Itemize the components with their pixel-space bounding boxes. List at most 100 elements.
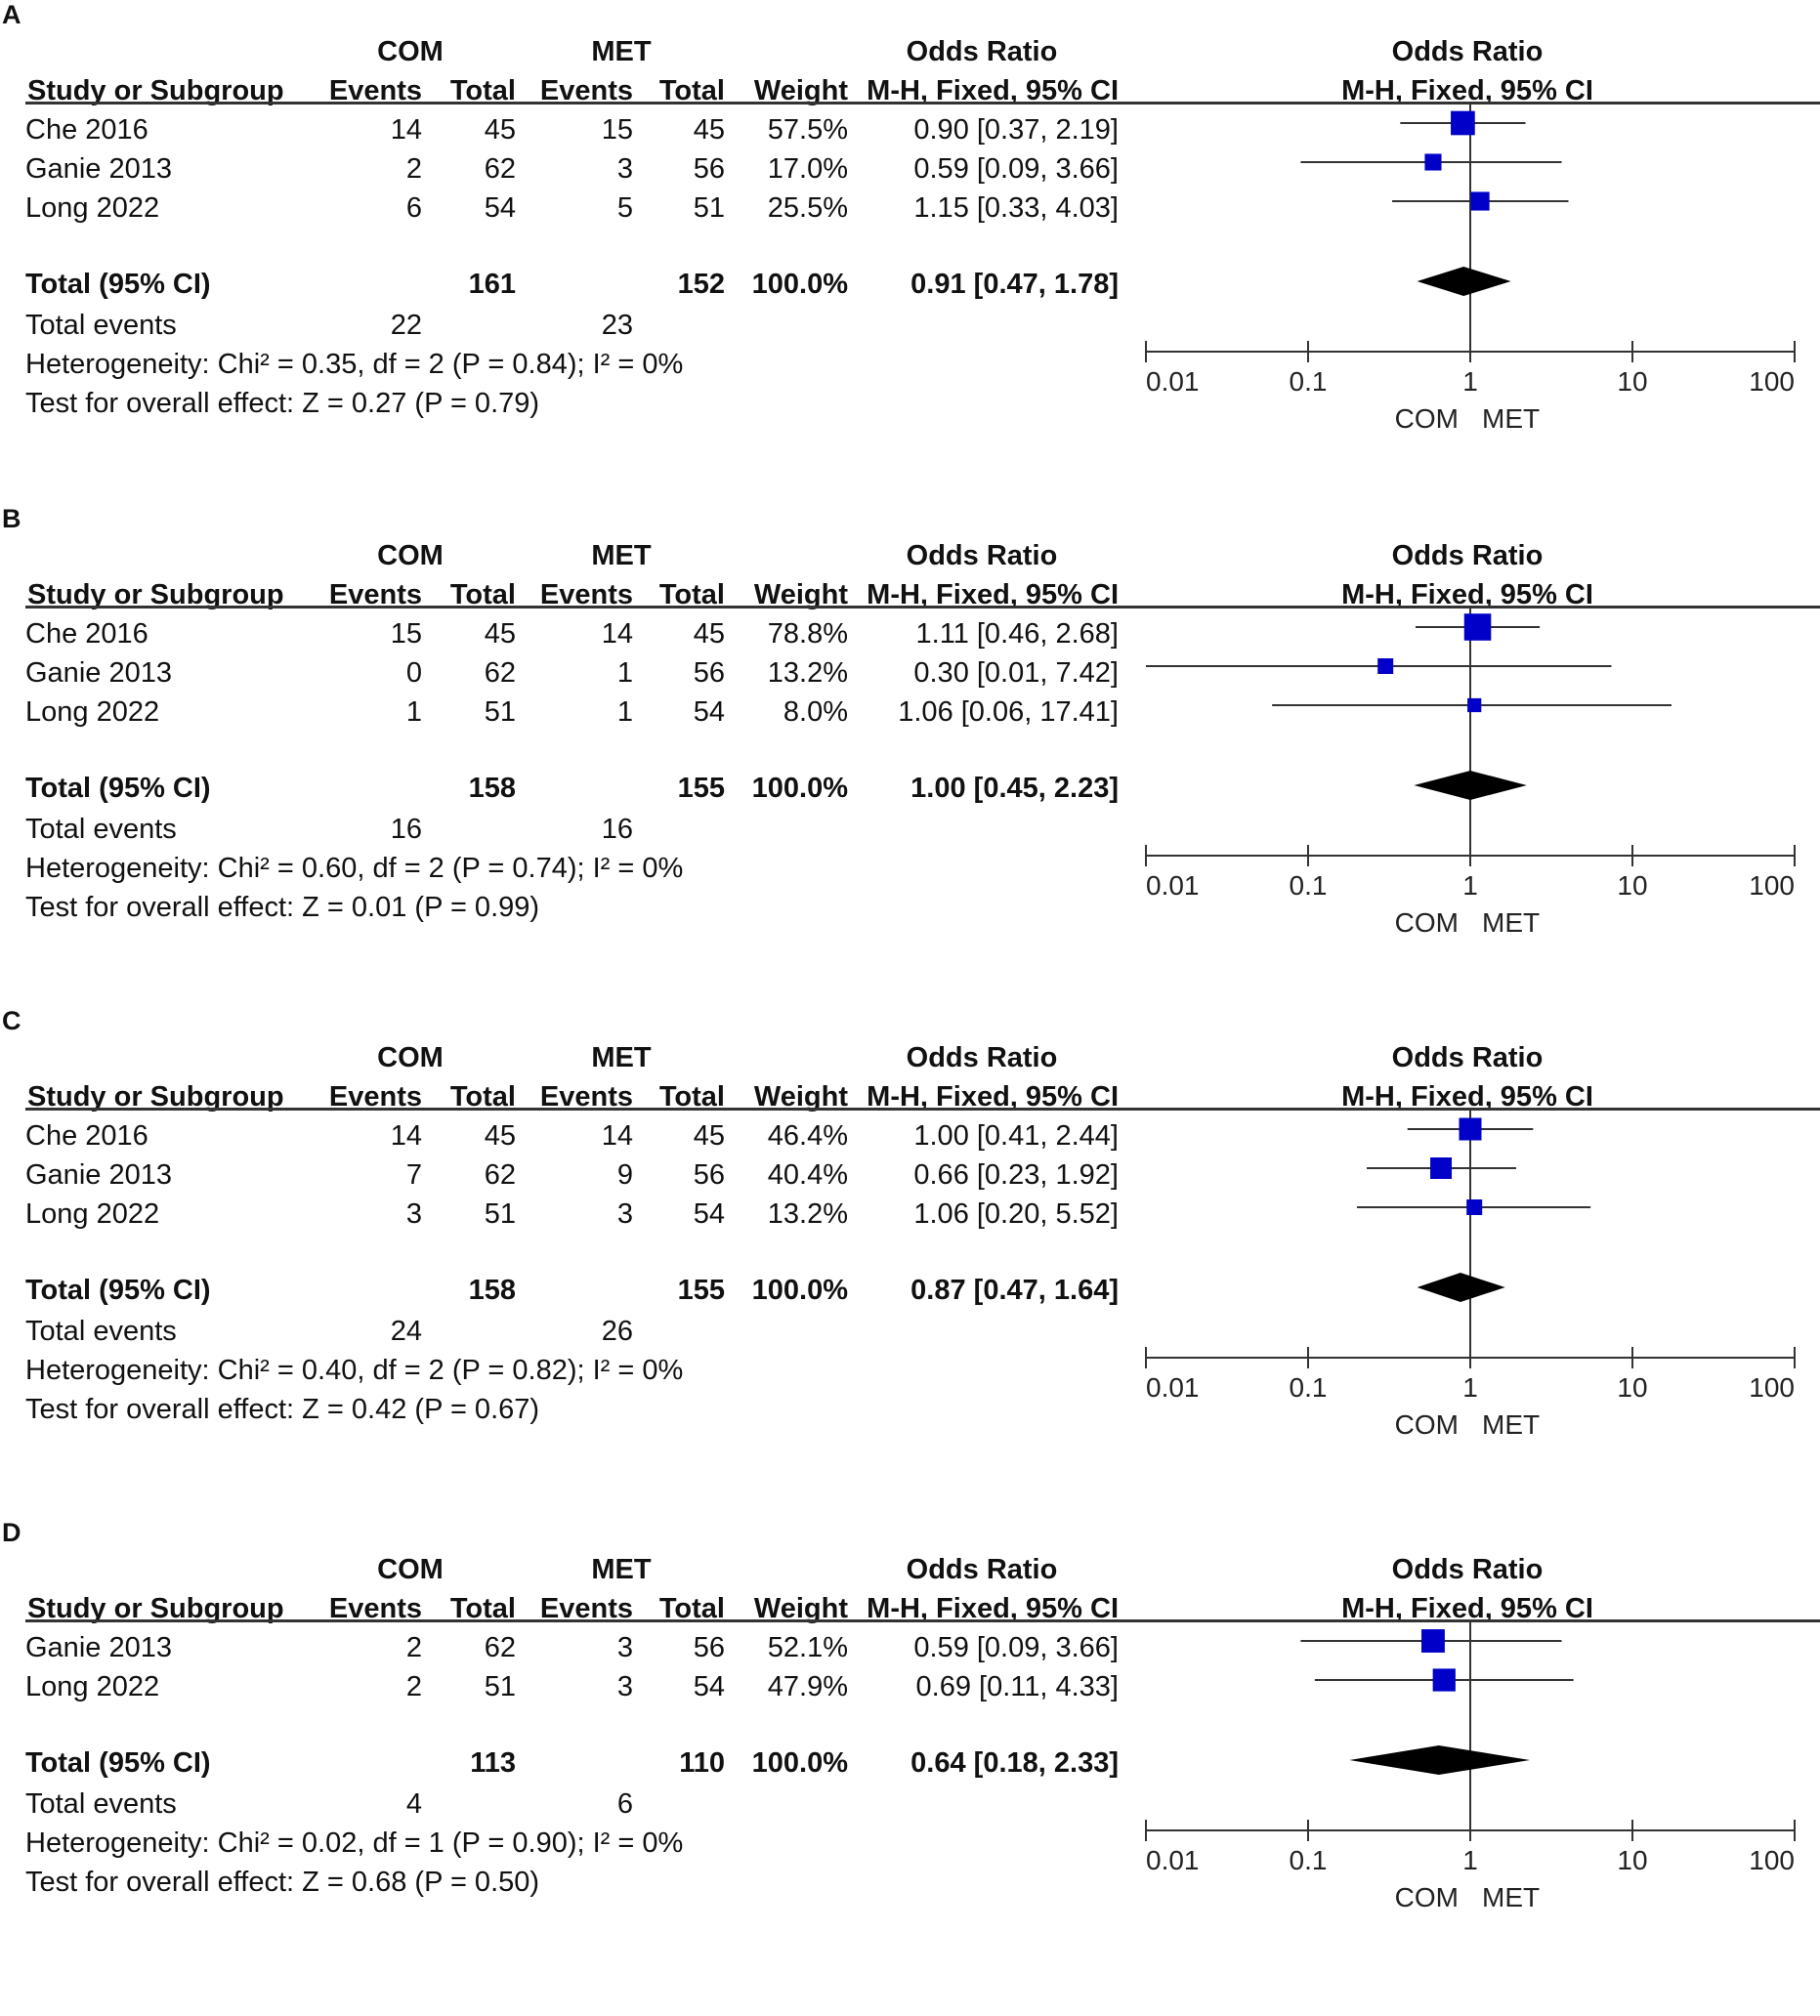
total1-column-header: Total bbox=[449, 579, 516, 610]
events1-value: 3 bbox=[405, 1198, 422, 1230]
weight-column-header: Weight bbox=[753, 579, 848, 610]
study-square bbox=[1424, 153, 1442, 171]
favours-right-label: MET bbox=[1482, 907, 1540, 938]
weight-value: 46.4% bbox=[767, 1120, 848, 1152]
or-title-header: Odds Ratio bbox=[906, 540, 1058, 571]
plot-title-header: Odds Ratio bbox=[1391, 1042, 1544, 1073]
events2-value: 1 bbox=[616, 696, 633, 728]
total-events2: 16 bbox=[601, 814, 633, 845]
total1-sum: 161 bbox=[468, 269, 516, 300]
weight-value: 78.8% bbox=[767, 618, 848, 650]
weight-value: 17.0% bbox=[767, 153, 848, 185]
overall-effect-text: Test for overall effect: Z = 0.68 (P = 0… bbox=[25, 1867, 540, 1898]
total-events2: 23 bbox=[601, 310, 633, 341]
group1-header: COM bbox=[377, 1042, 444, 1073]
study-square bbox=[1470, 191, 1490, 211]
study-name: Ganie 2013 bbox=[25, 1632, 172, 1663]
weight-value: 40.4% bbox=[767, 1159, 848, 1191]
x-tick-label: 10 bbox=[1617, 1845, 1647, 1875]
odds-ratio-ci-value: 0.59 [0.09, 3.66] bbox=[913, 153, 1119, 185]
forest-plot: 0.01 0.1 1 10 100 COM MET bbox=[1145, 1619, 1796, 1912]
odds-ratio-ci-value: 1.06 [0.20, 5.52] bbox=[913, 1198, 1119, 1230]
odds-ratio-ci-value: 0.90 [0.37, 2.19] bbox=[913, 114, 1119, 146]
events1-value: 2 bbox=[405, 153, 422, 185]
x-tick-label: 0.1 bbox=[1290, 1372, 1328, 1403]
header-rule bbox=[25, 1108, 1820, 1111]
total-events1: 16 bbox=[390, 814, 422, 845]
total1-column-header: Total bbox=[449, 1081, 516, 1113]
study-square bbox=[1463, 613, 1492, 641]
events1-value: 6 bbox=[405, 192, 422, 224]
study-name: Ganie 2013 bbox=[25, 153, 172, 185]
events2-value: 3 bbox=[616, 1632, 633, 1663]
events1-column-header: Events bbox=[328, 75, 422, 106]
plot-method-header: M-H, Fixed, 95% CI bbox=[1341, 1593, 1593, 1624]
total2-value: 54 bbox=[693, 696, 725, 728]
study-column-header: Study or Subgroup bbox=[27, 75, 284, 106]
x-tick-label: 0.01 bbox=[1146, 1372, 1200, 1403]
forest-panel-d: D COM MET Odds Ratio Odds Ratio Study or Subg… bbox=[0, 1518, 1820, 2016]
total2-sum: 152 bbox=[677, 269, 725, 300]
forest-panel-a: A COM MET Odds Ratio Odds Ratio Study or Subg… bbox=[0, 0, 1820, 498]
x-tick-label: 100 bbox=[1749, 1845, 1795, 1875]
header-rule bbox=[25, 1619, 1820, 1622]
total1-value: 62 bbox=[484, 1632, 516, 1663]
study-column-header: Study or Subgroup bbox=[27, 579, 284, 610]
odds-ratio-ci-value: 0.59 [0.09, 3.66] bbox=[913, 1632, 1119, 1663]
total2-column-header: Total bbox=[658, 1593, 725, 1624]
events2-value: 14 bbox=[601, 1120, 633, 1152]
weight-column-header: Weight bbox=[753, 75, 848, 106]
events1-value: 2 bbox=[405, 1632, 422, 1663]
pooled-or-ci: 1.00 [0.45, 2.23] bbox=[910, 773, 1119, 804]
total-events2: 26 bbox=[601, 1316, 633, 1347]
forest-panel-b: B COM MET Odds Ratio Odds Ratio Study or Subg… bbox=[0, 504, 1820, 1002]
x-tick-label: 0.1 bbox=[1290, 1845, 1328, 1875]
pooled-diamond bbox=[1414, 771, 1527, 800]
total1-value: 45 bbox=[484, 114, 516, 146]
total-weight: 100.0% bbox=[751, 1275, 848, 1306]
total1-value: 62 bbox=[484, 153, 516, 185]
pooled-diamond bbox=[1417, 267, 1511, 296]
total-weight: 100.0% bbox=[751, 773, 848, 804]
events2-column-header: Events bbox=[539, 579, 633, 610]
group2-header: MET bbox=[591, 1554, 652, 1585]
odds-ratio-ci-value: 1.11 [0.46, 2.68] bbox=[915, 618, 1119, 650]
odds-ratio-ci-value: 0.69 [0.11, 4.33] bbox=[915, 1671, 1119, 1702]
events1-value: 0 bbox=[405, 657, 422, 689]
total2-sum: 155 bbox=[677, 1275, 725, 1306]
weight-value: 13.2% bbox=[767, 657, 848, 689]
group1-header: COM bbox=[377, 1554, 444, 1585]
x-tick-label: 10 bbox=[1617, 1372, 1647, 1403]
events1-value: 14 bbox=[390, 114, 422, 146]
forest-plot: 0.01 0.1 1 10 100 COM MET bbox=[1145, 102, 1796, 434]
weight-value: 13.2% bbox=[767, 1198, 848, 1230]
study-name: Che 2016 bbox=[25, 618, 148, 650]
group2-header: MET bbox=[591, 36, 652, 67]
pooled-diamond bbox=[1417, 1273, 1505, 1302]
x-tick-label: 1 bbox=[1462, 870, 1478, 901]
total2-column-header: Total bbox=[658, 75, 725, 106]
overall-effect-text: Test for overall effect: Z = 0.42 (P = 0… bbox=[25, 1394, 540, 1425]
total2-column-header: Total bbox=[658, 1081, 725, 1113]
total1-value: 54 bbox=[484, 192, 516, 224]
pooled-diamond bbox=[1349, 1745, 1530, 1775]
heterogeneity-text: Heterogeneity: Chi² = 0.35, df = 2 (P = … bbox=[25, 349, 684, 380]
or-method-header: M-H, Fixed, 95% CI bbox=[867, 579, 1119, 610]
odds-ratio-ci-value: 1.00 [0.41, 2.44] bbox=[913, 1120, 1119, 1152]
favours-left-label: COM bbox=[1395, 1409, 1459, 1440]
x-tick-label: 100 bbox=[1749, 870, 1795, 901]
total2-value: 45 bbox=[693, 114, 725, 146]
total1-sum: 158 bbox=[468, 1275, 516, 1306]
events1-column-header: Events bbox=[328, 579, 422, 610]
study-square bbox=[1451, 110, 1475, 136]
favours-right-label: MET bbox=[1482, 1882, 1540, 1912]
total-events2: 6 bbox=[616, 1788, 633, 1820]
study-column-header: Study or Subgroup bbox=[27, 1593, 284, 1624]
study-square bbox=[1430, 1157, 1453, 1179]
total2-value: 54 bbox=[693, 1671, 725, 1702]
events2-value: 5 bbox=[616, 192, 633, 224]
favours-left-label: COM bbox=[1395, 403, 1459, 434]
group1-header: COM bbox=[377, 36, 444, 67]
study-name: Long 2022 bbox=[25, 1671, 160, 1702]
x-tick-label: 1 bbox=[1462, 1372, 1478, 1403]
